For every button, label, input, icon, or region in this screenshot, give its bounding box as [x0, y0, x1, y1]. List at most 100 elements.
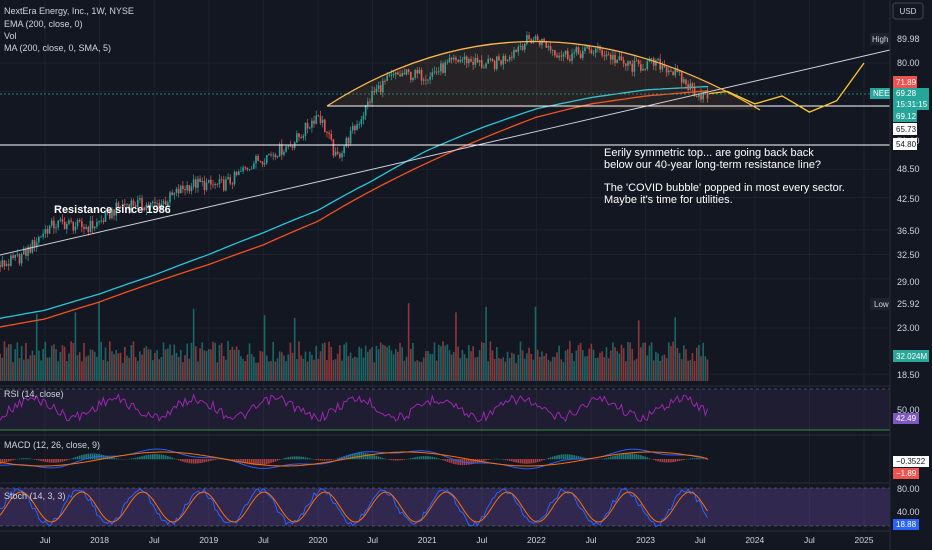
candle-body [326, 131, 328, 133]
volume-bar [207, 349, 210, 381]
volume-bar [3, 341, 6, 381]
candle-body [68, 220, 70, 224]
volume-bar [33, 354, 36, 381]
candle-body [584, 47, 586, 52]
candle-body [27, 246, 29, 256]
drawings[interactable] [0, 40, 891, 256]
candle-body [186, 185, 188, 191]
volume-bar [444, 345, 446, 381]
volume-bar [306, 361, 309, 381]
volume-bar [53, 344, 55, 381]
volume-bar [573, 361, 575, 381]
candle-body [296, 133, 298, 143]
volume-bar [446, 344, 449, 381]
macd-hist-bar [392, 459, 395, 461]
macd-hist-bar [25, 458, 27, 460]
volume-bar [231, 346, 234, 381]
macd-hist-bar [306, 457, 309, 460]
candle-body [147, 204, 150, 207]
macd-hist-bar [397, 459, 399, 461]
volume-bar [76, 355, 79, 381]
macd-hist-bar [530, 459, 532, 464]
candle-body [23, 248, 25, 255]
macd-hist-bar [556, 455, 558, 460]
macd-hist-bar [425, 456, 427, 460]
note-text[interactable]: Eerily symmetric top... are going back b… [604, 147, 845, 206]
candle-body [91, 220, 94, 229]
macd-hist-bar [192, 459, 195, 464]
volume-bar [347, 356, 350, 381]
macd-hist-bar [302, 456, 305, 460]
volume-bar [401, 347, 403, 381]
candle-body [661, 65, 664, 70]
volume-bar [311, 354, 313, 381]
legend[interactable]: NextEra Energy, Inc., 1W, NYSE EMA (200,… [4, 6, 134, 53]
indicator-vol[interactable]: Vol [4, 31, 17, 41]
volume-bar [225, 359, 227, 381]
time-axis[interactable]: Jul 2018 Jul 2019 Jul 2020 Jul 2021 Jul 2022 Jul 20… [0, 530, 890, 545]
macd-hist-bar [334, 458, 337, 460]
volume-bar [72, 343, 75, 381]
macd-hist-bar [259, 459, 262, 466]
candle-body [646, 61, 649, 70]
candle-body [192, 179, 195, 187]
macd-hist-bar [661, 459, 664, 463]
candle-body [601, 50, 603, 56]
macd-hist-bar [102, 455, 105, 460]
macd-hist-bar [468, 459, 470, 465]
candle-body [558, 55, 560, 58]
volume-bar [57, 361, 59, 381]
volume-bar [476, 356, 479, 381]
macd-hist-bar [605, 457, 608, 460]
candle-body [483, 67, 485, 69]
volume-bar [244, 361, 247, 381]
candle-body [680, 71, 683, 83]
indicator-sma[interactable]: MA (200, close, 0, SMA, 5) [4, 43, 111, 53]
symbol-line[interactable]: NextEra Energy, Inc., 1W, NYSE [4, 6, 134, 16]
indicator-ema[interactable]: EMA (200, close, 0) [4, 19, 83, 29]
candle-body [257, 155, 259, 161]
macd-title: MACD (12, 26, close, 9) [4, 440, 100, 450]
volume-bar [145, 346, 148, 381]
volume-bar [182, 362, 184, 381]
candle-body [175, 188, 178, 193]
volume-bar [521, 350, 524, 381]
macd-hist-bar [354, 453, 356, 460]
candle-body [521, 46, 524, 50]
candle-body [364, 105, 367, 116]
stoch-pane[interactable]: Stoch (14, 3, 3) [0, 487, 890, 528]
macd-pane[interactable]: MACD (12, 26, close, 9) [0, 440, 709, 470]
volume-bar [472, 346, 474, 381]
rsi-pane[interactable]: RSI (14, close) [0, 388, 890, 431]
volume-bar [601, 351, 603, 381]
currency-button[interactable]: USD [892, 2, 924, 20]
candle-body [575, 47, 578, 53]
candle-body [418, 69, 421, 74]
candle-body [20, 254, 23, 264]
volume-bar [483, 342, 485, 381]
volume-bar [70, 341, 72, 381]
volume-bar [48, 357, 51, 381]
volume-bar [205, 351, 208, 381]
candle-body [382, 80, 384, 93]
volume-bar [216, 362, 219, 381]
macd-hist-bar [642, 455, 644, 460]
macd-hist-bar [539, 459, 541, 462]
price-scale[interactable]: USD 80.00 70.00 48.50 42.50 36.50 32.50 … [870, 0, 932, 550]
candle-body [143, 207, 145, 211]
candlesticks[interactable] [0, 31, 709, 301]
candle-body [106, 209, 109, 212]
tick-48-50: 48.50 [897, 164, 920, 174]
macd-hist-bar [655, 459, 657, 461]
macd-hist-bar [246, 459, 249, 464]
candle-body [422, 79, 425, 81]
candle-body [599, 46, 601, 51]
volume-bar [530, 353, 532, 381]
resistance-label[interactable]: Resistance since 1986 [54, 204, 171, 216]
volume-bar [27, 359, 29, 381]
macd-hist-bar [403, 459, 406, 460]
volume-bar [435, 360, 438, 381]
candle-body [700, 93, 702, 100]
volume-bar [420, 361, 423, 381]
